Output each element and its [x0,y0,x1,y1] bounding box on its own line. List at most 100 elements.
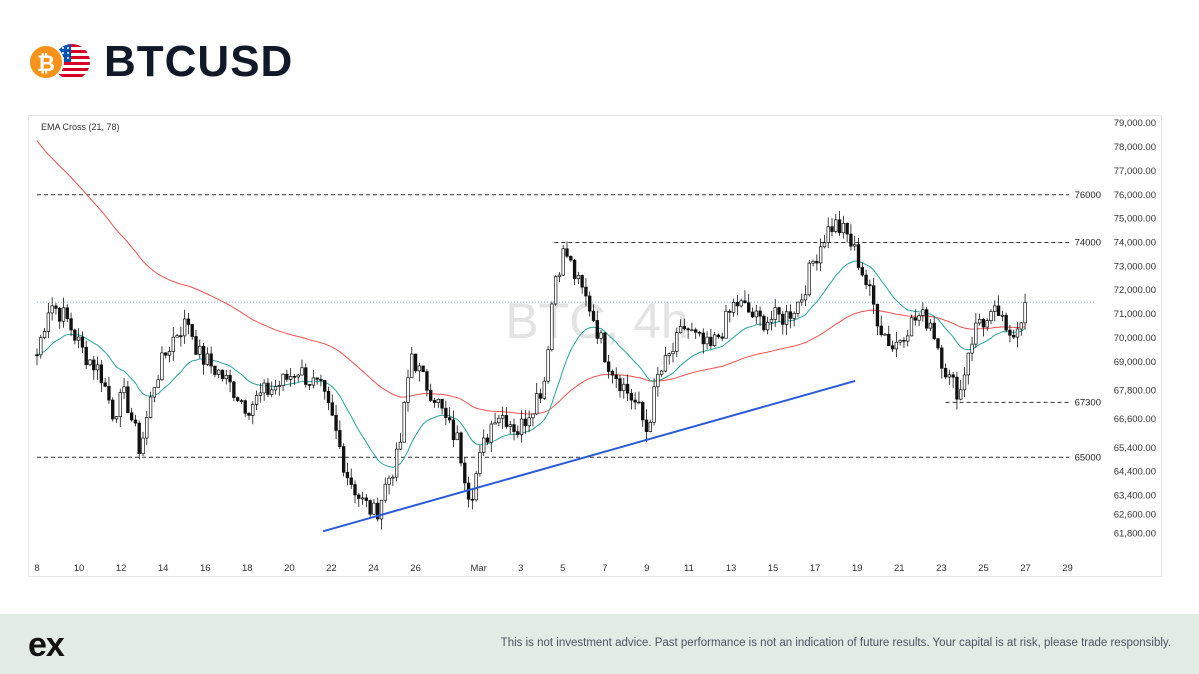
candle-body [542,380,546,399]
candle-body [372,502,376,515]
candle-body [591,310,596,321]
candle-body [913,317,917,321]
candle-body [247,412,251,416]
candle-body [504,415,509,427]
candle-body [516,431,520,435]
level-label: 67300 [1075,397,1101,408]
level-label: 76000 [1075,190,1101,201]
candle-body [42,331,47,338]
candle-body [709,336,713,346]
candle-body [353,484,357,496]
candle-body [652,386,656,423]
candle-body [758,310,762,317]
candle-body [663,355,668,372]
candle-body [209,353,213,367]
candle-body [546,349,550,382]
candle-body [179,335,183,337]
y-tick-label: 63,400.00 [1114,490,1156,501]
candle-body [285,373,289,380]
candle-body [148,396,153,418]
candle-body [455,432,459,441]
candle-body [712,334,717,346]
candle-body [678,326,683,333]
candle-body [871,285,876,305]
candle-body [118,392,122,417]
candle-body [921,309,925,317]
y-tick-label: 61,800.00 [1114,529,1156,540]
candle-body [379,499,384,520]
x-tick-label: 15 [768,563,779,574]
candle-body [959,389,963,400]
y-tick-label: 66,600.00 [1114,414,1156,425]
brand-logo[interactable]: ex [28,626,65,664]
candle-body [270,389,274,395]
candle-body [773,307,777,320]
candle-body [440,399,444,409]
candle-body [769,319,774,323]
candle-body [762,315,766,331]
x-tick-label: 10 [74,563,85,574]
candle-body [232,381,236,398]
x-tick-label: 8 [34,563,39,574]
candle-body [826,226,830,243]
x-tick-label: 13 [726,563,737,574]
x-tick-label: 9 [644,563,649,574]
x-tick-label: 21 [894,563,905,574]
x-tick-label: 25 [978,563,989,574]
candle-body [531,413,535,419]
candle-body [478,451,482,475]
candle-body [996,305,1001,316]
candle-body [606,361,611,372]
x-tick-label: 24 [368,563,379,574]
candle-body [553,276,558,305]
x-tick-label: 22 [326,563,337,574]
candle-body [311,377,316,386]
candle-body [898,339,902,343]
candle-body [103,382,107,387]
candle-body [201,345,206,365]
candle-body [902,339,906,342]
candle-body [383,483,387,501]
y-tick-label: 64,400.00 [1114,467,1156,478]
candle-body [856,244,861,268]
candle-body [485,437,490,443]
candle-body [394,448,399,478]
candle-body [323,380,327,392]
candle-body [754,310,758,318]
candle-body [928,322,933,329]
candle-body [470,498,475,501]
candle-body [307,384,312,386]
candle-body [572,259,577,280]
candle-body [497,417,501,424]
candle-body [360,497,365,500]
candle-body [114,416,119,420]
candle-body [830,226,834,232]
candle-body [906,335,910,342]
candle-body [334,414,338,431]
candle-body [569,255,573,261]
candle-body [413,353,418,372]
candle-body [716,334,721,338]
candle-body [76,336,81,341]
candle-body [535,393,539,415]
candle-body [841,223,846,234]
candle-body [95,364,100,371]
candle-body [974,322,978,345]
candle-body [917,315,921,321]
candle-body [345,471,350,479]
x-tick-label: 17 [810,563,821,574]
candle-body [550,303,554,351]
candle-body [633,399,637,403]
candle-body [622,383,626,392]
candle-body [777,307,781,315]
price-chart[interactable]: BTC, 4h EMA Cross (21, 78) 79,000.00 78,000… [28,115,1162,577]
candle-body [213,365,217,375]
candle-body [122,386,126,393]
y-tick-label: 73,000.00 [1114,261,1156,272]
candle-body [641,402,645,421]
candle-body [849,233,853,247]
x-tick-label: 23 [936,563,947,574]
candle-body [194,336,198,355]
candle-body [398,441,403,450]
